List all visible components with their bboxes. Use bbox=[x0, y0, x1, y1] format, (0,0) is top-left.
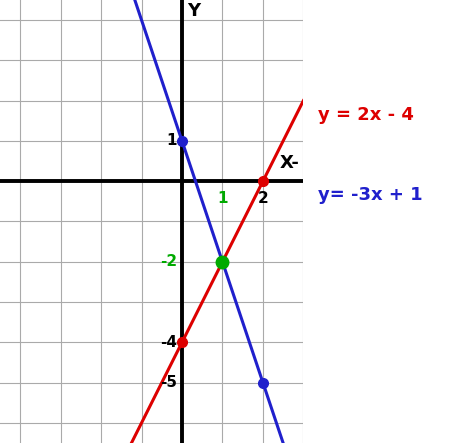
Text: -2: -2 bbox=[160, 254, 177, 269]
Text: 1: 1 bbox=[167, 133, 177, 148]
Text: Y: Y bbox=[187, 2, 200, 20]
Text: -4: -4 bbox=[160, 335, 177, 350]
Text: -5: -5 bbox=[160, 375, 177, 390]
Text: y = 2x - 4: y = 2x - 4 bbox=[318, 106, 413, 124]
Text: 1: 1 bbox=[217, 191, 228, 206]
Text: X-: X- bbox=[280, 154, 299, 172]
Text: 2: 2 bbox=[257, 191, 268, 206]
Text: y= -3x + 1: y= -3x + 1 bbox=[318, 186, 422, 204]
